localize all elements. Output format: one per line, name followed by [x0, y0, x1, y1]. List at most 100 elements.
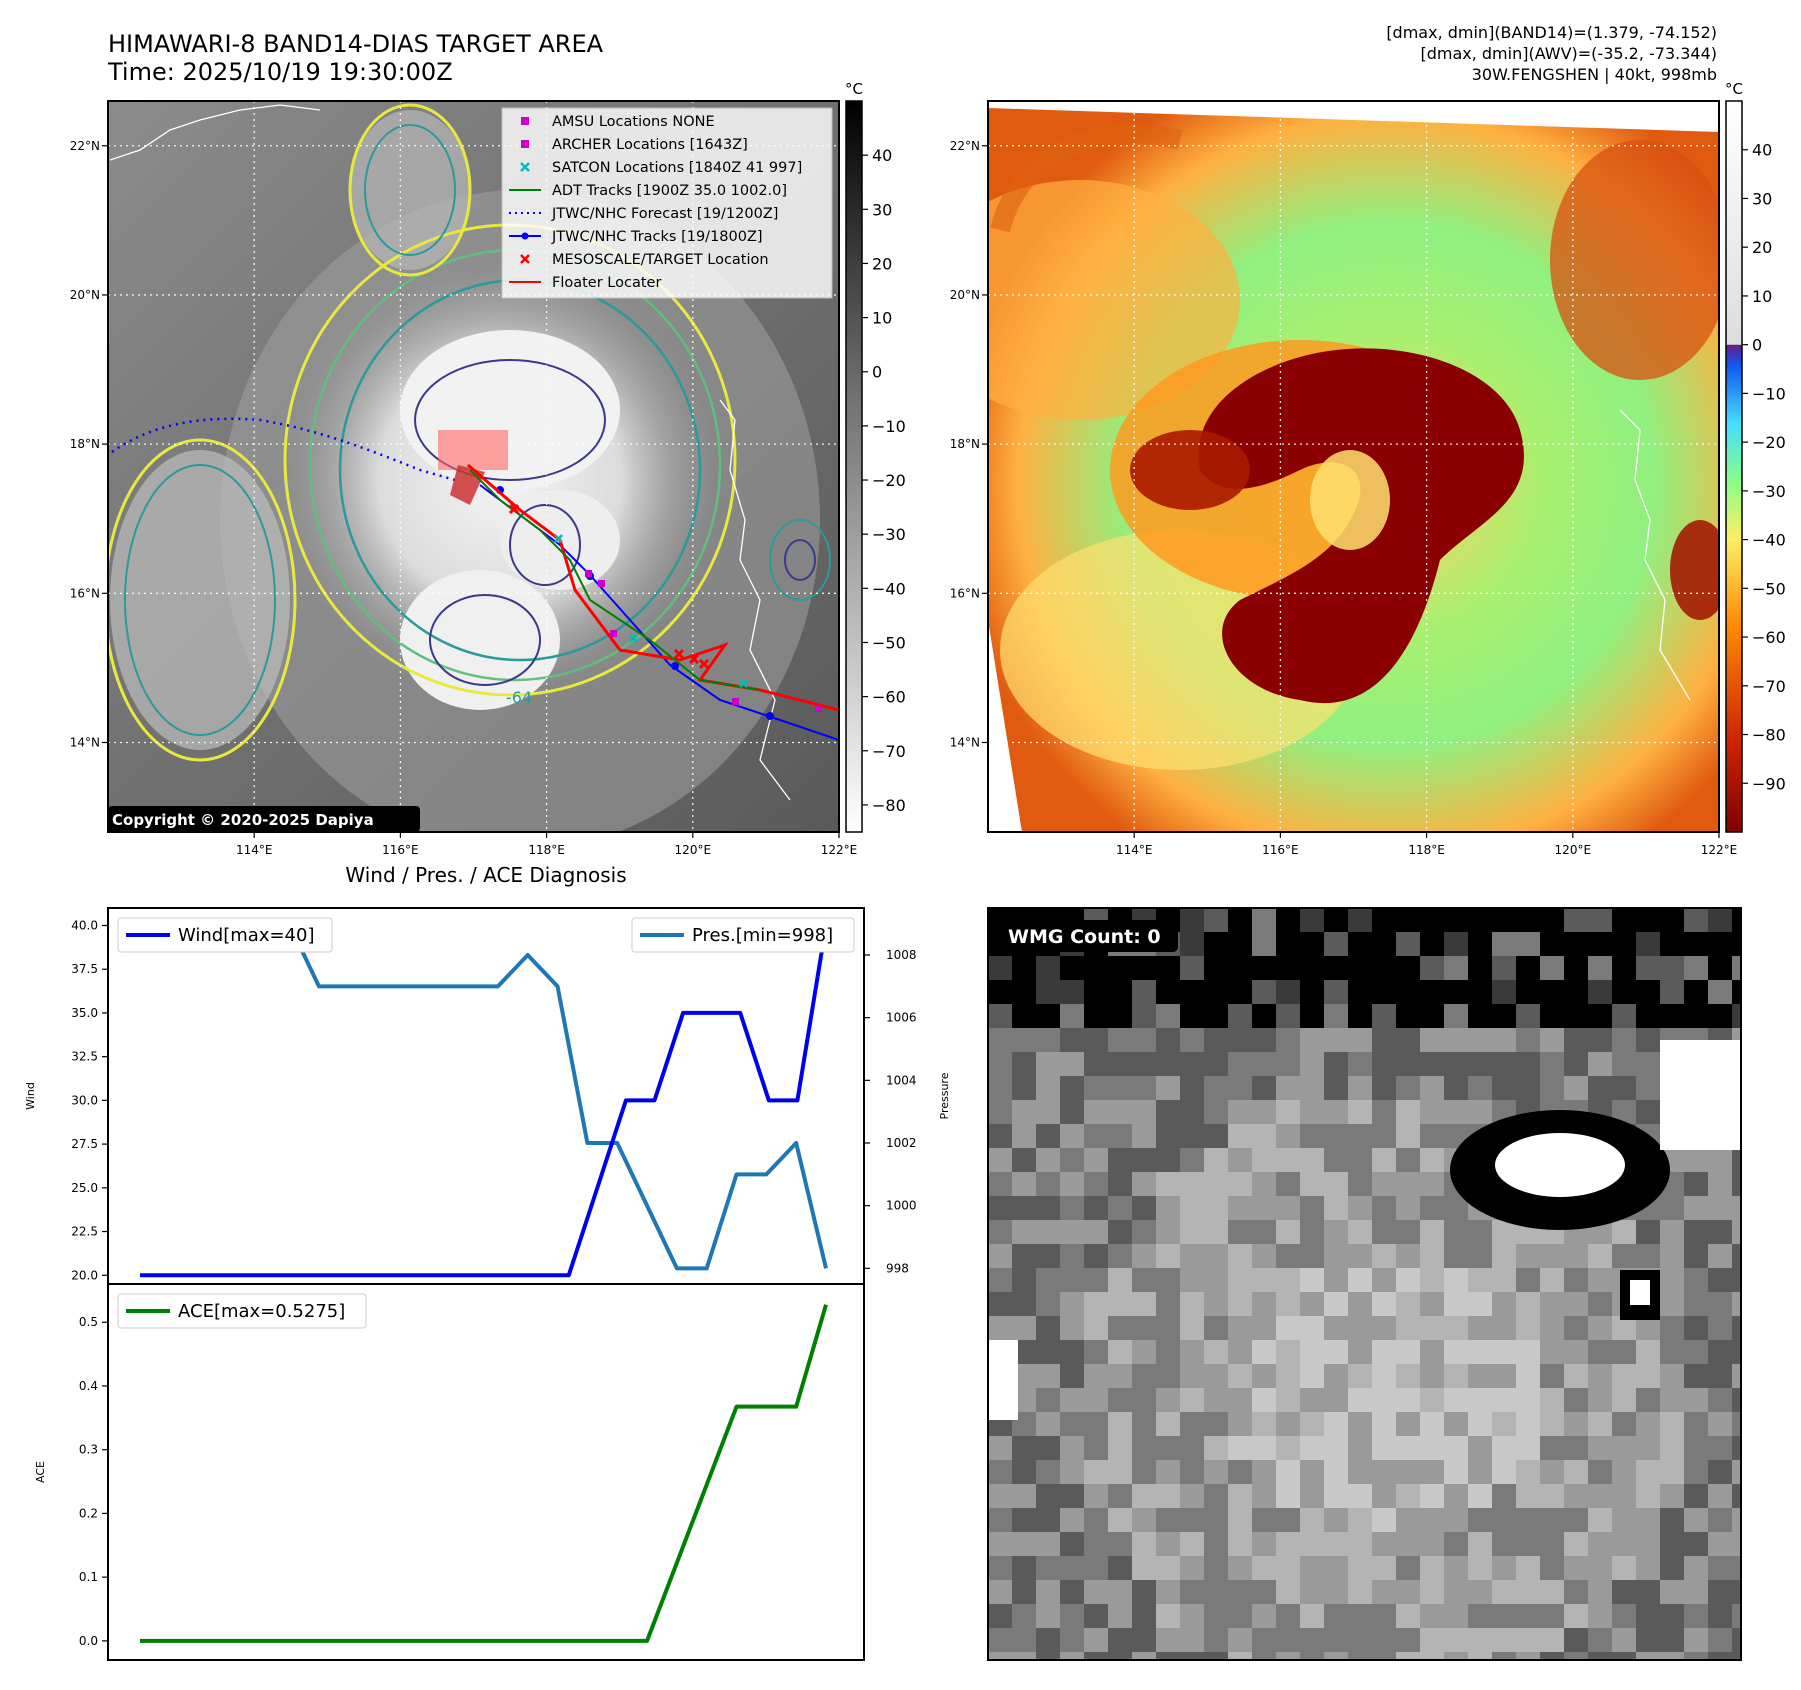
- pressure-tick-label: 1008: [886, 948, 917, 962]
- wmg-badge: [1000, 920, 1178, 952]
- wind-tick-label: 30.0: [71, 1093, 98, 1107]
- ir-lat-label: 22°N: [70, 139, 100, 153]
- awv-grid: [988, 101, 1719, 832]
- ace-axis-label: ACE: [34, 1461, 47, 1483]
- colorbar-tick-label: −40: [1752, 531, 1786, 550]
- colorbar-tick-label: −70: [1752, 677, 1786, 696]
- wind-tick-label: 20.0: [71, 1268, 98, 1282]
- colorbar-tick-label: −30: [872, 525, 906, 544]
- wind-pres-plot: 20.0 22.5 25.0 27.5 30.0 32.5 35.0 37.5 40.0 998 1…: [71, 918, 916, 1282]
- awv-lon-label: 122°E: [1701, 843, 1738, 857]
- awv-map-axes: 114°E 116°E 118°E 120°E 122°E 22°N 20°N 18°N 16°…: [950, 139, 1738, 857]
- colorbar-tick-label: 30: [1752, 189, 1772, 208]
- awv-lon-label: 120°E: [1555, 843, 1592, 857]
- ir-lon-label: 116°E: [382, 843, 419, 857]
- ace-tick-label: 0.4: [79, 1379, 98, 1393]
- wind-tick-label: 22.5: [71, 1225, 98, 1239]
- wmg-frame: [987, 907, 1742, 1661]
- legend-marker: [521, 117, 529, 125]
- ir-lon-label: 114°E: [236, 843, 273, 857]
- ir-lon-label: 122°E: [821, 843, 858, 857]
- pressure-tick-label: 998: [886, 1261, 909, 1275]
- wind-axis-label: Wind: [24, 1082, 37, 1110]
- ace-tick-label: 0.2: [79, 1506, 98, 1520]
- legend-label: JTWC/NHC Forecast [19/1200Z]: [551, 206, 778, 222]
- ace-tick-label: 0.0: [79, 1634, 98, 1648]
- awv-lat-label: 22°N: [950, 139, 980, 153]
- ace-series-line: [140, 1304, 828, 1643]
- pres-legend-label: Pres.[min=998]: [692, 925, 833, 946]
- awv-lat-label: 18°N: [950, 437, 980, 451]
- pressure-tick-label: 1004: [886, 1073, 917, 1087]
- ir-map-panel: -64 AMSU Locations NONE ARCHER Locations …: [108, 101, 839, 832]
- map-time: Time: 2025/10/19 19:30:00Z: [107, 58, 453, 86]
- stats-line-2: [dmax, dmin](AWV)=(-35.2, -73.344): [1420, 44, 1717, 63]
- legend-label: JTWC/NHC Tracks [19/1800Z]: [551, 229, 763, 245]
- colorbar-tick-label: −50: [1752, 579, 1786, 598]
- wind-tick-label: 35.0: [71, 1006, 98, 1020]
- wind-tick-label: 25.0: [71, 1181, 98, 1195]
- awv-lat-label: 16°N: [950, 586, 980, 600]
- colorbar-tick-label: 20: [872, 254, 892, 273]
- wind-tick-label: 40.0: [71, 918, 98, 932]
- colorbar-tick-label: −80: [1752, 726, 1786, 745]
- awv-lon-label: 118°E: [1408, 843, 1445, 857]
- ace-tick-label: 0.1: [79, 1570, 98, 1584]
- wind-legend-label: Wind[max=40]: [178, 925, 315, 946]
- wmg-panel: [988, 908, 1741, 1660]
- ir-map-frame: [107, 100, 840, 833]
- ir-lat-label: 16°N: [70, 586, 100, 600]
- copyright: Copyright © 2020-2025 Dapiya: [112, 811, 374, 829]
- awv-lon-label: 116°E: [1262, 843, 1299, 857]
- ace-legend: ACE[max=0.5275]: [117, 1293, 367, 1329]
- ir-lon-label: 120°E: [675, 843, 712, 857]
- colorbar-tick-label: −60: [872, 688, 906, 707]
- ir-lat-label: 18°N: [70, 437, 100, 451]
- colorbar-tick-label: −20: [872, 471, 906, 490]
- ace-tick-label: 0.5: [79, 1315, 98, 1329]
- ir-lat-label: 14°N: [70, 735, 100, 749]
- pressure-axis-label: Pressure: [938, 1072, 951, 1119]
- contour-label: -64: [506, 688, 532, 707]
- pressure-tick-label: 1002: [886, 1136, 917, 1150]
- legend-label: MESOSCALE/TARGET Location: [552, 252, 769, 268]
- colorbar-tick-label: 40: [1752, 141, 1772, 160]
- colorbar-tick-label: 0: [872, 363, 882, 382]
- colorbar-tick-label: −20: [1752, 433, 1786, 452]
- awv-map-panel: [988, 101, 1719, 832]
- colorbar-tick-label: −50: [872, 633, 906, 652]
- ir-colorbar-unit: °C: [845, 80, 863, 98]
- colorbar-tick-label: −30: [1752, 482, 1786, 501]
- ir-map-axes: 114°E 116°E 118°E 120°E 122°E 22°N 20°N 18°N 16°…: [70, 139, 858, 857]
- colorbar-tick-label: −80: [872, 796, 906, 815]
- legend-marker: [520, 162, 530, 172]
- colorbar-tick-label: −70: [872, 742, 906, 761]
- colorbar-tick-label: 30: [872, 200, 892, 219]
- pressure-series-line: [140, 921, 828, 1271]
- awv-lat-label: 14°N: [950, 735, 980, 749]
- legend-label: AMSU Locations NONE: [552, 114, 715, 130]
- stats-line-3: 30W.FENGSHEN | 40kt, 998mb: [1472, 65, 1717, 84]
- pressure-tick-label: 1000: [886, 1199, 917, 1213]
- legend-label: ARCHER Locations [1643Z]: [552, 137, 748, 153]
- legend-label: Floater Locater: [552, 275, 661, 291]
- ace-axes-frame: [107, 1283, 865, 1661]
- ace-tick-label: 0.3: [79, 1443, 98, 1457]
- stats-line-1: [dmax, dmin](BAND14)=(1.379, -74.152): [1386, 23, 1717, 42]
- ir-lat-label: 20°N: [70, 288, 100, 302]
- wind-legend: Wind[max=40]: [117, 917, 333, 953]
- awv-lat-label: 20°N: [950, 288, 980, 302]
- wind-tick-label: 32.5: [71, 1050, 98, 1064]
- ir-lon-label: 118°E: [528, 843, 565, 857]
- ace-legend-label: ACE[max=0.5275]: [178, 1301, 345, 1322]
- legend-label: SATCON Locations [1840Z 41 997]: [552, 160, 802, 176]
- pres-legend: Pres.[min=998]: [631, 917, 855, 953]
- colorbar-tick-label: 0: [1752, 336, 1762, 355]
- colorbar-tick-label: −60: [1752, 628, 1786, 647]
- wind-tick-label: 27.5: [71, 1137, 98, 1151]
- ir-colorbar: [845, 100, 863, 833]
- legend-marker: [521, 140, 529, 148]
- colorbar-tick-label: 10: [1752, 287, 1772, 306]
- diagnosis-title: Wind / Pres. / ACE Diagnosis: [345, 863, 626, 887]
